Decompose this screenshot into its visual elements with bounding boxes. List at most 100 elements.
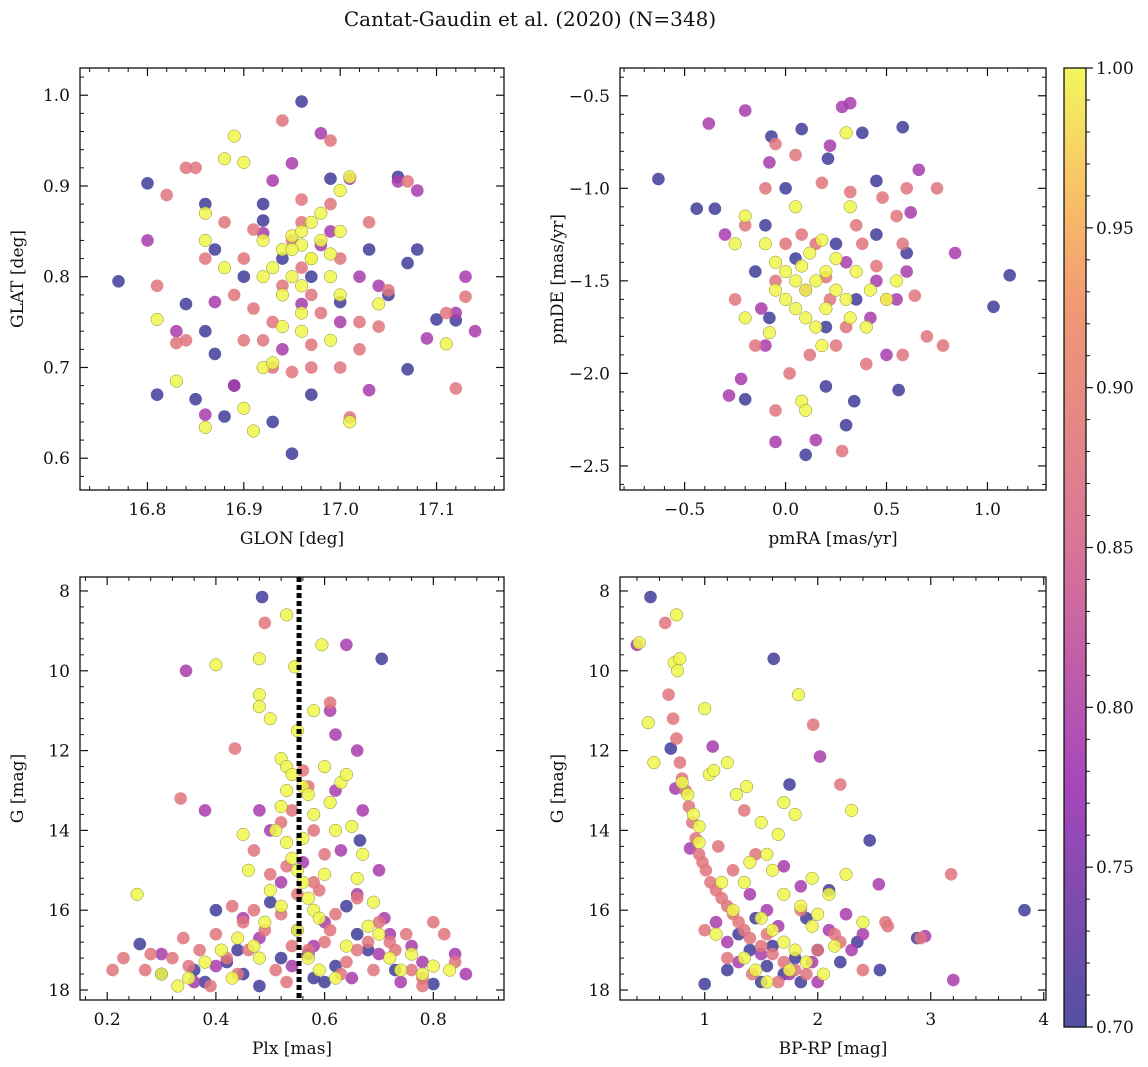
data-point (795, 228, 808, 241)
data-point (737, 875, 751, 889)
data-point (264, 868, 277, 881)
colorbar-tick-label: 0.80 (1096, 698, 1134, 718)
data-point (805, 871, 819, 885)
x-tick-label: 1.0 (974, 500, 1001, 520)
data-point (856, 126, 869, 140)
data-point (372, 915, 386, 929)
data-point (698, 977, 711, 991)
data-point (361, 935, 375, 949)
data-point (647, 756, 661, 770)
data-point (789, 200, 803, 214)
y-axis-label: G [mag] (8, 754, 28, 823)
data-point (295, 193, 308, 206)
y-tick-label: 0.6 (43, 449, 70, 469)
data-point (174, 792, 187, 805)
data-point (843, 185, 857, 199)
data-point (799, 955, 813, 969)
data-point (285, 851, 299, 865)
data-point (258, 616, 272, 630)
data-point (881, 919, 895, 933)
data-point (295, 95, 308, 108)
y-tick-label: 8 (599, 582, 610, 602)
data-point (749, 265, 762, 278)
data-point (759, 339, 772, 352)
y-tick-label: 14 (588, 821, 610, 841)
data-point (285, 959, 299, 973)
data-point (777, 860, 791, 873)
data-point (295, 261, 308, 275)
data-point (834, 955, 847, 969)
data-point (204, 979, 217, 993)
data-point (295, 324, 309, 338)
y-tick-label: 14 (48, 821, 70, 841)
data-point (673, 652, 687, 666)
data-point (870, 274, 883, 288)
data-point (372, 947, 386, 961)
data-point (443, 963, 457, 977)
scatter-panel-top-left: 16.8 16.9 17.0 17.1 0.6 0.7 0.8 0.9 1.0 GLON [deg… (8, 67, 505, 549)
y-tick-label: 18 (48, 981, 70, 1001)
data-point (839, 292, 853, 306)
x-tick-label: 0.5 (873, 500, 900, 520)
data-point (754, 911, 768, 925)
data-point (721, 963, 734, 977)
data-point (799, 311, 813, 325)
data-point (314, 233, 328, 247)
data-point (367, 963, 380, 977)
data-point (333, 183, 347, 198)
data-point (375, 652, 389, 666)
data-point (241, 863, 256, 877)
data-point (138, 963, 152, 977)
data-point (768, 255, 783, 269)
data-point (366, 895, 381, 909)
data-point (305, 270, 318, 284)
data-point (754, 815, 768, 829)
data-point (372, 864, 386, 877)
data-point (252, 700, 266, 714)
y-tick-label: 16 (48, 901, 70, 921)
data-point (252, 688, 266, 702)
data-point (426, 959, 440, 973)
data-point (328, 823, 343, 837)
data-point (274, 951, 288, 965)
data-point (816, 967, 830, 981)
data-point (900, 182, 913, 195)
data-point (280, 608, 294, 622)
data-point (314, 306, 328, 320)
data-point (237, 270, 251, 284)
data-point (295, 297, 308, 311)
data-point (266, 356, 280, 370)
x-tick-label: 0.8 (420, 1010, 447, 1030)
data-point (856, 963, 870, 977)
data-point (199, 324, 212, 338)
data-point (209, 903, 223, 917)
data-point (890, 209, 903, 223)
x-tick-label: 4 (1038, 1010, 1049, 1030)
data-point (401, 256, 414, 270)
data-point (768, 283, 783, 297)
x-tick-label: 0.4 (202, 1010, 229, 1030)
data-point (372, 297, 386, 311)
data-point (734, 372, 748, 386)
data-point (845, 943, 858, 957)
colorbar-tick-label: 0.95 (1096, 219, 1134, 239)
data-point (154, 967, 169, 981)
data-point (829, 283, 843, 297)
data-point (671, 664, 685, 678)
data-point (209, 658, 223, 672)
data-point (323, 247, 338, 261)
data-point (295, 306, 309, 320)
data-point (936, 339, 950, 352)
data-point (246, 424, 261, 438)
data-point (318, 760, 332, 774)
data-point (896, 348, 909, 362)
data-point (275, 320, 289, 334)
data-point (275, 288, 289, 302)
data-point (803, 246, 817, 260)
scatter-panel-bottom-left: 0.2 0.4 0.6 0.8 8 10 12 14 16 18 Plx [mas] G [mag] (8, 576, 505, 1059)
data-point (900, 265, 913, 278)
data-point (1018, 903, 1031, 917)
scatter-panel-top-right: −0.5 0.0 0.5 1.0 −2.5 −2.0 −1.5 −1.0 −0.5 pmRA [m… (548, 67, 1047, 549)
data-point (947, 973, 960, 987)
